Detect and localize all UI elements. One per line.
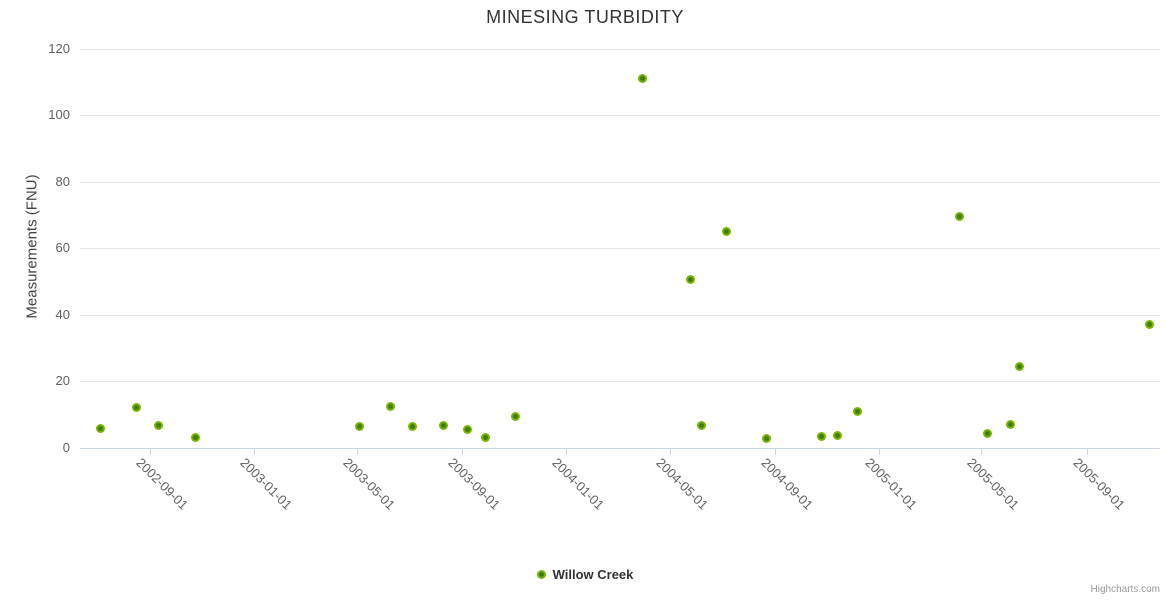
x-axis-tick [356, 447, 358, 455]
data-point[interactable] [954, 211, 964, 221]
x-axis-tick [1086, 447, 1088, 455]
data-point[interactable] [762, 434, 772, 444]
data-point[interactable] [385, 401, 395, 411]
y-gridline [80, 314, 1160, 316]
data-point[interactable] [686, 275, 696, 285]
data-point[interactable] [637, 73, 647, 83]
x-axis-tick [878, 447, 880, 455]
x-axis-label: 2003-01-01 [237, 454, 296, 513]
y-gridline [80, 248, 1160, 249]
x-axis-label: 2002-09-01 [133, 454, 192, 513]
legend-marker-icon [536, 570, 546, 579]
x-axis-label: 2003-09-01 [445, 454, 503, 513]
y-axis-label: 60 [55, 240, 70, 255]
x-axis-label: 2005-01-01 [862, 454, 920, 513]
y-gridline [80, 381, 1160, 382]
data-point[interactable] [1145, 319, 1155, 329]
data-point[interactable] [833, 431, 843, 441]
data-point[interactable] [131, 403, 141, 413]
data-point[interactable] [96, 424, 105, 434]
data-point[interactable] [354, 422, 364, 432]
highcharts-credits-link[interactable]: Highcharts.com [1090, 584, 1160, 595]
x-axis-tick [669, 447, 671, 455]
chart-title: MINESING TURBIDITY [486, 7, 684, 27]
x-axis-label: 2004-09-01 [758, 454, 816, 513]
x-axis-tick [254, 447, 256, 455]
x-axis-tick [150, 447, 152, 455]
data-point[interactable] [696, 420, 706, 430]
y-gridline [80, 48, 1160, 50]
x-axis-tick [566, 447, 568, 455]
x-axis-tick [981, 447, 983, 455]
data-point[interactable] [190, 432, 200, 442]
data-point[interactable] [1005, 419, 1015, 429]
y-axis-label: 80 [55, 173, 70, 189]
y-gridline [80, 115, 1160, 116]
x-axis-tick [774, 447, 776, 455]
y-axis-label: 20 [55, 373, 70, 388]
data-point[interactable] [1014, 361, 1024, 371]
x-axis-label: 2003-05-01 [340, 454, 398, 513]
legend-series-label: Willow Creek [552, 567, 634, 582]
data-point[interactable] [853, 407, 863, 417]
y-axis-label: 0 [62, 439, 70, 455]
data-point[interactable] [722, 226, 732, 236]
data-point[interactable] [982, 428, 992, 438]
data-point[interactable] [511, 411, 521, 421]
x-axis-label: 2004-01-01 [549, 454, 608, 513]
y-axis-label: 120 [48, 40, 70, 56]
y-axis-label: 40 [55, 306, 70, 322]
data-point[interactable] [480, 433, 490, 443]
data-point[interactable] [407, 421, 417, 431]
y-gridline [80, 181, 1160, 183]
x-axis-label: 2004-05-01 [652, 454, 711, 513]
legend-item-willow-creek[interactable]: Willow Creek [0, 567, 1170, 582]
x-axis-label: 2005-09-01 [1069, 454, 1128, 513]
x-axis-tick [461, 447, 463, 455]
data-point[interactable] [462, 425, 472, 435]
data-point[interactable] [817, 431, 827, 441]
x-axis-label: 2005-05-01 [964, 454, 1023, 513]
x-axis-line [80, 447, 1160, 449]
y-axis-label: 100 [48, 107, 70, 122]
data-point[interactable] [154, 421, 164, 431]
data-point[interactable] [439, 421, 449, 431]
